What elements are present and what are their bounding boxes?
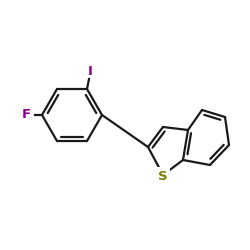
- Text: I: I: [88, 64, 92, 78]
- Text: S: S: [158, 170, 168, 182]
- Text: F: F: [22, 108, 30, 122]
